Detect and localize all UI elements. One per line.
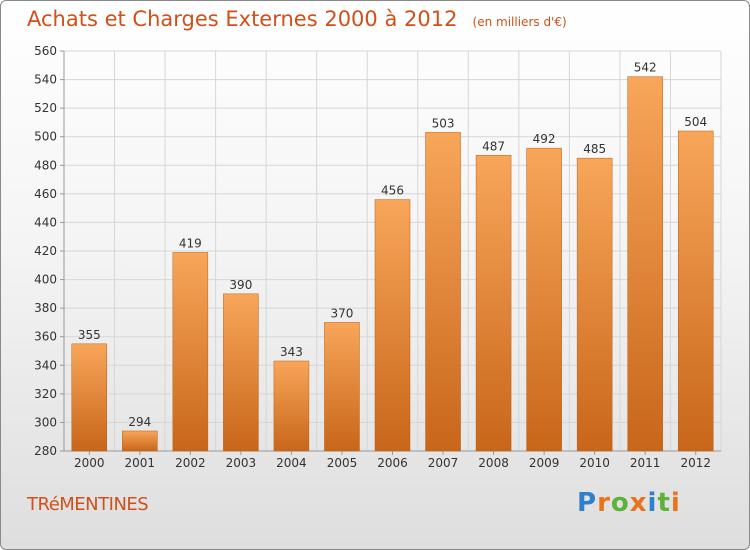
x-tick-label-2010: 2010 xyxy=(579,456,610,470)
x-tick-label-2005: 2005 xyxy=(327,456,358,470)
x-tick-label-2003: 2003 xyxy=(226,456,257,470)
bar-2000[interactable] xyxy=(71,343,108,452)
y-tick-label: 540 xyxy=(34,73,57,87)
data-label-2011: 542 xyxy=(634,61,657,75)
data-label-2001: 294 xyxy=(128,415,151,429)
bar-2007[interactable] xyxy=(425,132,461,452)
logo-letter: o xyxy=(610,488,630,518)
labels: 280 300 320 340 360 380 400 420 440 460 480 500 520 5… xyxy=(34,44,711,470)
bar-2004[interactable] xyxy=(273,360,310,452)
bar-2008[interactable] xyxy=(475,155,512,452)
commune-name: TRéMENTINES xyxy=(27,494,149,515)
bar-2012[interactable] xyxy=(677,130,714,452)
y-tick-label: 340 xyxy=(34,358,57,372)
y-tick-label: 380 xyxy=(34,301,57,315)
logo-letter: i xyxy=(670,488,681,518)
data-label-2010: 485 xyxy=(583,142,606,156)
y-tick-label: 280 xyxy=(34,444,57,458)
data-label-2006: 456 xyxy=(381,184,404,198)
data-label-2004: 343 xyxy=(280,345,303,359)
logo-letter: t xyxy=(657,488,671,518)
y-tick-label: 520 xyxy=(34,101,57,115)
logo-letter: r xyxy=(597,488,611,518)
x-tick-label-2004: 2004 xyxy=(276,456,307,470)
bar-2005[interactable] xyxy=(324,322,360,452)
bar-2011[interactable] xyxy=(627,76,663,452)
data-label-2008: 487 xyxy=(482,139,505,153)
bar-2002[interactable] xyxy=(172,252,209,452)
bar-2009[interactable] xyxy=(526,147,562,452)
x-tick-label-2002: 2002 xyxy=(175,456,206,470)
data-label-2012: 504 xyxy=(684,115,707,129)
bar-2006[interactable] xyxy=(374,199,411,452)
data-label-2009: 492 xyxy=(533,132,556,146)
x-tick-label-2001: 2001 xyxy=(125,456,156,470)
bar-2003[interactable] xyxy=(223,293,259,452)
data-label-2003: 390 xyxy=(229,278,252,292)
data-label-2005: 370 xyxy=(331,306,354,320)
chart-title: Achats et Charges Externes 2000 à 2012 (… xyxy=(27,7,567,31)
bar-2010[interactable] xyxy=(576,157,613,452)
data-label-2007: 503 xyxy=(432,116,455,130)
y-tick-label: 320 xyxy=(34,387,57,401)
proxiti-logo[interactable]: Proxiti xyxy=(577,488,681,518)
data-label-2002: 419 xyxy=(179,236,202,250)
y-tick-label: 560 xyxy=(34,44,57,58)
bars xyxy=(71,76,714,452)
chart-title-unit: (en milliers d'€) xyxy=(472,15,567,29)
y-tick-label: 440 xyxy=(34,215,57,229)
y-tick-label: 420 xyxy=(34,244,57,258)
y-tick-label: 360 xyxy=(34,330,57,344)
x-tick-label-2011: 2011 xyxy=(630,456,661,470)
logo-letter: P xyxy=(577,488,598,518)
logo-letter: x xyxy=(629,488,648,518)
bar-2001[interactable] xyxy=(122,430,158,452)
x-tick-label-2006: 2006 xyxy=(377,456,408,470)
y-tick-label: 480 xyxy=(34,158,57,172)
y-tick-label: 460 xyxy=(34,187,57,201)
y-tick-label: 300 xyxy=(34,415,57,429)
data-label-2000: 355 xyxy=(78,328,101,342)
x-tick-label-2009: 2009 xyxy=(529,456,560,470)
x-tick-label-2007: 2007 xyxy=(428,456,459,470)
y-tick-label: 400 xyxy=(34,273,57,287)
y-tick-label: 500 xyxy=(34,130,57,144)
x-tick-label-2012: 2012 xyxy=(680,456,711,470)
logo-letter: i xyxy=(647,488,658,518)
x-tick-label-2000: 2000 xyxy=(74,456,105,470)
chart-title-main: Achats et Charges Externes 2000 à 2012 xyxy=(27,7,458,31)
x-tick-label-2008: 2008 xyxy=(478,456,509,470)
